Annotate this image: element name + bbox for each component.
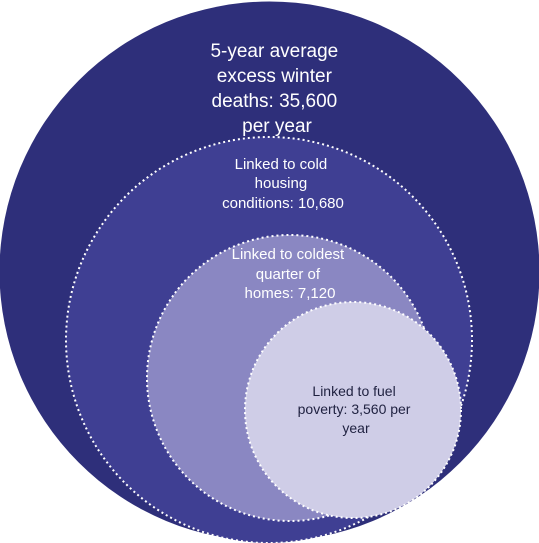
label-fuel-poverty: Linked to fuel poverty: 3,560 per year xyxy=(298,383,415,436)
label-fuel-poverty-line-1: Linked to fuel xyxy=(312,383,395,399)
label-coldest-quarter: Linked to coldest quarter of homes: 7,12… xyxy=(232,246,349,302)
label-excess-winter-deaths-line-2: excess winter xyxy=(217,66,333,87)
label-excess-winter-deaths-line-4: per year xyxy=(242,116,312,137)
label-cold-housing-line-2: housing xyxy=(255,175,308,192)
circle-fuel-poverty xyxy=(244,301,462,519)
label-excess-winter-deaths-line-3: deaths: 35,600 xyxy=(212,91,338,112)
label-cold-housing: Linked to cold housing conditions: 10,68… xyxy=(222,156,344,212)
label-coldest-quarter-line-3: homes: 7,120 xyxy=(245,285,336,302)
label-coldest-quarter-line-2: quarter of xyxy=(256,266,321,283)
label-excess-winter-deaths: 5-year average excess winter deaths: 35,… xyxy=(210,41,343,137)
label-cold-housing-line-1: Linked to cold xyxy=(235,156,328,173)
label-fuel-poverty-line-3: year xyxy=(342,420,370,436)
label-coldest-quarter-line-1: Linked to coldest xyxy=(232,246,345,263)
label-excess-winter-deaths-line-1: 5-year average xyxy=(210,41,338,62)
label-fuel-poverty-line-2: poverty: 3,560 per xyxy=(298,401,411,417)
label-cold-housing-line-3: conditions: 10,680 xyxy=(222,195,344,212)
